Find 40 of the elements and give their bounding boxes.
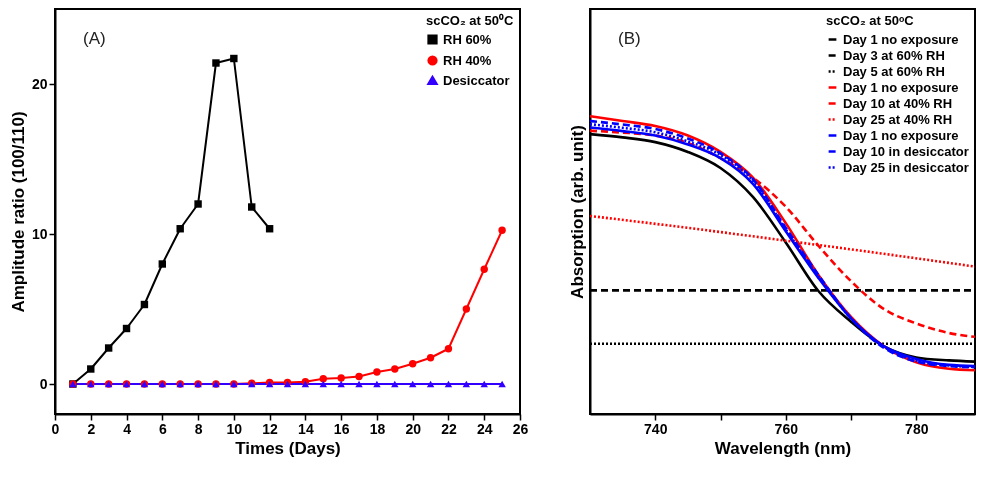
y-tick-label: 20 [31, 75, 48, 92]
legend-label: Day 1 no exposure [843, 31, 959, 47]
legend-label: RH 40% [443, 52, 492, 68]
legend-label: Day 25 at 40% RH [843, 111, 953, 127]
legend-label: Day 3 at 60% RH [843, 47, 945, 63]
legend-label: Day 1 no exposure [843, 79, 959, 95]
legend-label: Day 10 in desiccator [843, 143, 969, 159]
x-tick-label: 18 [369, 420, 386, 437]
y-tick-label: 10 [31, 225, 48, 242]
legend-title: scCO₂ at 50ᵒC [826, 13, 915, 28]
x-tick-label: 14 [298, 420, 314, 437]
x-tick-label: 0 [51, 420, 60, 437]
x-tick-label: 4 [123, 420, 132, 437]
x-tick-label: 8 [194, 420, 203, 437]
x-tick-label: 26 [512, 420, 529, 437]
x-axis-title: Wavelength (nm) [714, 438, 852, 458]
y-axis-title: Absorption (arb. unit) [567, 125, 587, 299]
x-tick-label: 16 [333, 420, 350, 437]
annotation: (A) [83, 29, 106, 48]
text: (B) [618, 29, 641, 48]
x-tick-label: 10 [226, 420, 243, 437]
y-axis-title: Amplitude ratio (100/110) [8, 111, 28, 313]
x-tick-label: 24 [476, 420, 493, 437]
x-tick-label: 6 [158, 420, 167, 437]
x-tick-label: 780 [905, 420, 929, 437]
legend-title: scCO₂ at 50⁰C [426, 13, 514, 28]
x-tick-label: 2 [87, 420, 96, 437]
x-tick-label: 760 [774, 420, 799, 437]
x-axis-title: Times (Days) [235, 438, 341, 458]
legend-label: Day 1 no exposure [843, 127, 959, 143]
legend-label: Day 25 in desiccator [843, 159, 969, 175]
x-tick-label: 740 [644, 420, 668, 437]
legend-label: Day 5 at 60% RH [843, 63, 945, 79]
legend-label: Day 10 at 40% RH [843, 95, 953, 111]
x-tick-label: 12 [262, 420, 279, 437]
x-tick-label: 20 [405, 420, 422, 437]
x-tick-label: 22 [441, 420, 457, 437]
legend-label: RH 60% [443, 31, 492, 47]
legend-label: Desiccator [443, 72, 510, 88]
y-tick-label: 0 [39, 375, 48, 392]
